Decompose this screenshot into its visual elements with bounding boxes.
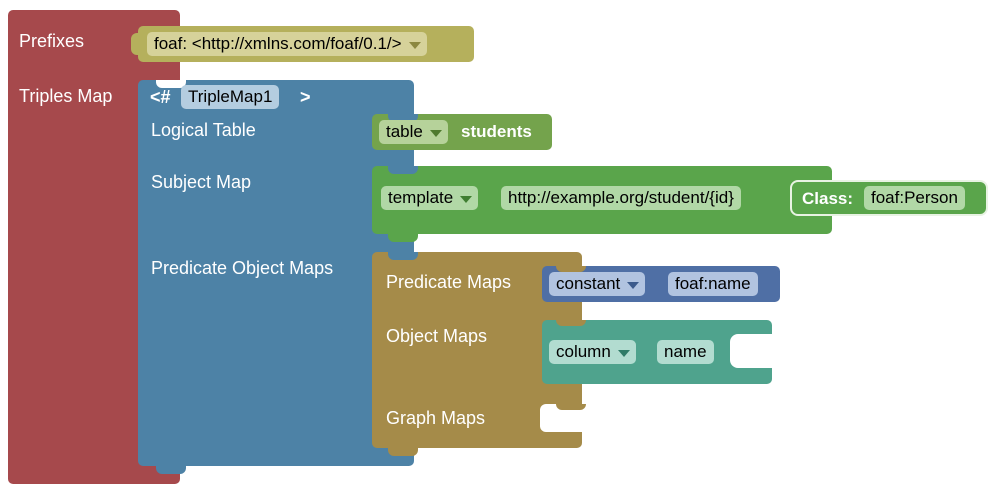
predicate-object-maps-label: Predicate Object Maps xyxy=(151,258,334,278)
logical-table-value: students xyxy=(461,122,532,141)
graph-maps-slot-notch xyxy=(556,404,586,410)
object-map-type: column xyxy=(556,342,611,361)
dropdown-arrow-icon xyxy=(460,195,473,203)
prefix-dropdown[interactable]: foaf: <http://xmlns.com/foaf/0.1/> xyxy=(147,32,427,56)
logical-table-notch xyxy=(388,114,418,122)
object-map-value-field[interactable]: name xyxy=(657,340,714,364)
subject-map-type-dropdown[interactable]: template xyxy=(381,186,479,210)
triples-map-body-notch xyxy=(156,80,186,88)
predicate-object-map-bump xyxy=(388,448,418,456)
dropdown-arrow-icon xyxy=(627,281,640,289)
open-tag-label: <# xyxy=(150,87,171,107)
predicate-map-value-field[interactable]: foaf:name xyxy=(668,272,758,296)
object-map-notch xyxy=(556,320,586,326)
logical-table-type: table xyxy=(386,122,423,141)
close-tag-label: > xyxy=(300,87,311,107)
dropdown-arrow-icon xyxy=(429,129,442,137)
class-value-field[interactable]: foaf:Person xyxy=(864,186,965,210)
dropdown-arrow-icon xyxy=(617,349,630,357)
graph-maps-label: Graph Maps xyxy=(386,408,486,428)
prefixes-label: Prefixes xyxy=(19,31,85,51)
subject-map-bump xyxy=(388,234,418,242)
triples-map-name-field[interactable]: TripleMap1 xyxy=(181,85,280,109)
class-label: Class: xyxy=(802,189,854,208)
logical-table-type-dropdown[interactable]: table xyxy=(379,120,448,144)
predicate-maps-label: Predicate Maps xyxy=(386,272,512,292)
prefix-value: foaf: <http://xmlns.com/foaf/0.1/> xyxy=(154,34,402,53)
object-map-input-slot[interactable] xyxy=(730,334,772,368)
predicate-map-notch xyxy=(556,266,586,272)
dropdown-arrow-icon xyxy=(408,41,421,49)
object-maps-label: Object Maps xyxy=(386,326,488,346)
object-map-type-dropdown[interactable]: column xyxy=(549,340,636,364)
subject-map-template-field[interactable]: http://example.org/student/{id} xyxy=(501,186,741,210)
logical-table-label: Logical Table xyxy=(151,120,256,140)
predicate-map-type: constant xyxy=(556,274,621,293)
predicate-object-map-notch xyxy=(388,252,418,260)
triples-map-label: Triples Map xyxy=(19,86,113,106)
prefix-block-connector xyxy=(131,33,140,55)
subject-map-type: template xyxy=(388,188,454,207)
predicate-map-type-dropdown[interactable]: constant xyxy=(549,272,646,296)
triples-map-body-bump xyxy=(156,466,186,474)
subject-map-notch xyxy=(388,166,418,174)
triples-map-body-block[interactable] xyxy=(138,80,414,466)
subject-map-label: Subject Map xyxy=(151,172,252,192)
